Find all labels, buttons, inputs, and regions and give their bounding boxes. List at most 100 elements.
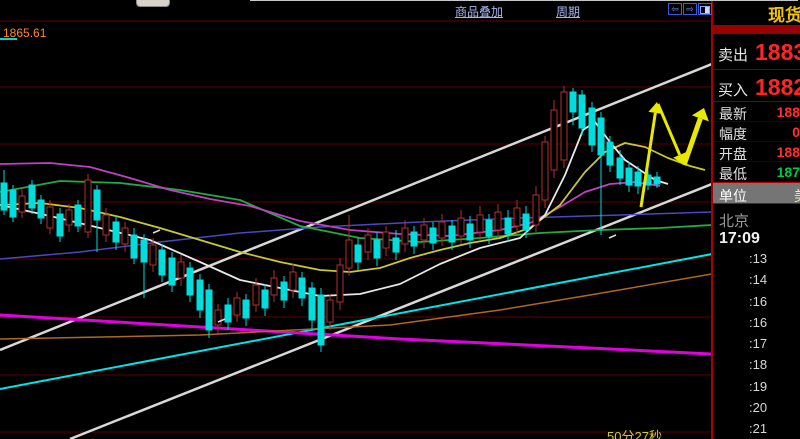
beijing-time: 17:09 bbox=[719, 230, 760, 247]
bearish-candle bbox=[569, 91, 577, 113]
bearish-candle bbox=[616, 157, 624, 179]
window-tab-stub[interactable] bbox=[136, 0, 170, 7]
bearish-candle bbox=[196, 279, 204, 311]
bearish-candle bbox=[317, 294, 325, 346]
bearish-candle bbox=[158, 249, 166, 276]
bearish-candle bbox=[186, 267, 194, 296]
bearish-candle bbox=[168, 257, 176, 286]
bullish-candle bbox=[476, 214, 484, 233]
bullish-candle bbox=[457, 217, 465, 237]
window-top-divider bbox=[250, 0, 798, 1]
bearish-candle bbox=[410, 231, 418, 247]
sidebar-header-bar bbox=[713, 25, 800, 34]
bearish-candle bbox=[448, 225, 456, 243]
pattern-marker bbox=[608, 234, 617, 239]
bearish-candle bbox=[392, 237, 400, 253]
scroll-right-button[interactable]: ⇨ bbox=[683, 3, 697, 15]
bearish-candle bbox=[140, 239, 148, 263]
divider bbox=[713, 69, 800, 70]
unit-row-selected[interactable]: 单位 美 bbox=[713, 182, 800, 204]
bullish-candle bbox=[121, 227, 129, 245]
bearish-candle bbox=[429, 227, 437, 244]
split-pane-button[interactable] bbox=[698, 3, 712, 15]
drawn-arrow-shaft bbox=[639, 112, 657, 208]
bearish-candle bbox=[0, 182, 8, 211]
blue-ma bbox=[0, 211, 711, 260]
bullish-candle bbox=[326, 299, 334, 323]
bearish-candle bbox=[112, 221, 120, 243]
bullish-candle bbox=[233, 297, 241, 316]
bullish-candle bbox=[550, 109, 558, 171]
bar-countdown-timer: 50分27秒 bbox=[607, 429, 662, 439]
bearish-candle bbox=[280, 281, 288, 301]
bearish-candle bbox=[634, 171, 642, 187]
bullish-candle bbox=[65, 209, 73, 226]
drawn-arrow-shaft bbox=[656, 103, 682, 156]
overlay-menu-button[interactable]: 商品叠加 bbox=[455, 5, 504, 19]
buy-quote-row[interactable]: 买入 1882 bbox=[713, 71, 800, 103]
bearish-candle bbox=[588, 107, 596, 146]
bearish-candle bbox=[504, 217, 512, 235]
low-value: 187 bbox=[776, 164, 800, 180]
low-row: 最低 187 bbox=[713, 162, 800, 182]
range-row: 幅度 0 bbox=[713, 122, 800, 142]
bearish-candle bbox=[373, 239, 381, 259]
buy-label: 买入 bbox=[718, 82, 749, 99]
bearish-candle bbox=[485, 219, 493, 237]
latest-price-label: 1865.61 bbox=[3, 26, 47, 40]
bearish-candle bbox=[653, 176, 661, 185]
last-label: 最新 bbox=[719, 106, 747, 122]
upper-channel bbox=[0, 63, 711, 352]
sell-price: 1883 bbox=[755, 39, 800, 65]
bullish-candle bbox=[214, 309, 222, 326]
bullish-candle bbox=[84, 179, 92, 233]
yellow-ma bbox=[0, 142, 706, 273]
bearish-candle bbox=[93, 189, 101, 221]
bullish-candle bbox=[420, 224, 428, 241]
range-value: 0 bbox=[792, 124, 800, 140]
pattern-marker bbox=[217, 318, 226, 323]
bullish-candle bbox=[345, 239, 353, 269]
bullish-candle bbox=[401, 227, 409, 245]
bullish-candle bbox=[438, 221, 446, 239]
tick-time: :16 bbox=[749, 293, 768, 309]
bearish-candle bbox=[205, 289, 213, 331]
price-tick-mark bbox=[0, 38, 17, 40]
tick-time: :13 bbox=[749, 251, 768, 266]
cyan-trendline bbox=[0, 253, 711, 390]
drawn-arrow-shaft bbox=[681, 117, 703, 166]
drawn-arrow-head bbox=[691, 108, 709, 122]
bearish-candle bbox=[9, 189, 17, 218]
bullish-candle bbox=[177, 261, 185, 279]
last-value: 188 bbox=[776, 104, 800, 120]
white-ma bbox=[0, 121, 669, 297]
unit-value: 美 bbox=[794, 186, 800, 206]
bullish-candle bbox=[364, 234, 372, 253]
bullish-candle bbox=[270, 277, 278, 296]
tick-time: :17 bbox=[749, 336, 768, 352]
instrument-title: 现货黄金 bbox=[768, 6, 800, 25]
open-row: 开盘 188 bbox=[713, 142, 800, 162]
period-menu-button[interactable]: 周期 bbox=[556, 5, 581, 19]
unit-label: 单位 bbox=[719, 188, 747, 204]
bearish-candle bbox=[606, 141, 614, 166]
tick-time: :20 bbox=[749, 400, 768, 416]
bearish-candle bbox=[130, 234, 138, 259]
candlestick-chart[interactable] bbox=[0, 0, 711, 439]
open-label: 开盘 bbox=[719, 146, 747, 162]
magenta-ma bbox=[0, 162, 661, 237]
bearish-candle bbox=[298, 277, 306, 299]
bearish-candle bbox=[224, 304, 232, 323]
last-price-row: 最新 188 bbox=[713, 102, 800, 122]
split-pane-icon bbox=[700, 6, 710, 14]
sell-quote-row[interactable]: 卖出 1883 bbox=[713, 36, 800, 68]
bullish-candle bbox=[18, 195, 26, 213]
bullish-candle bbox=[102, 214, 110, 236]
scroll-left-button[interactable]: ⇦ bbox=[668, 3, 682, 15]
bearish-candle bbox=[308, 287, 316, 321]
toolbar-button-group: ⇦ ⇨ bbox=[668, 3, 712, 15]
chart-toolbar: 商品叠加 周期 ⇦ ⇨ bbox=[0, 0, 712, 19]
bullish-candle bbox=[532, 194, 540, 226]
tick-time: :21 bbox=[749, 421, 768, 437]
